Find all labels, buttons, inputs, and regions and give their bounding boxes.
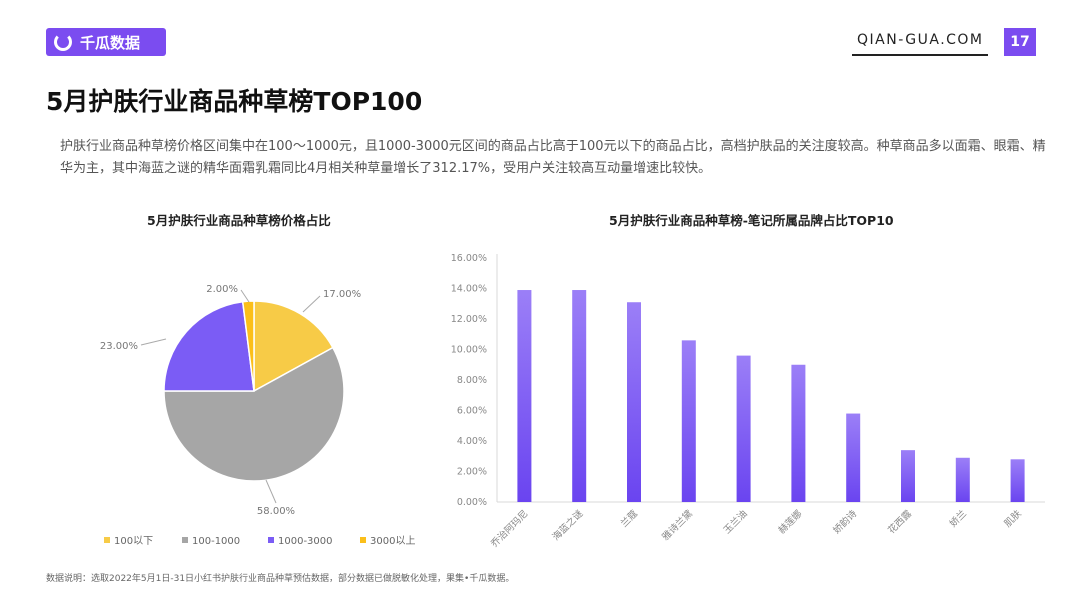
pie-slice [163,346,345,482]
pie-leader-line [140,338,167,346]
pie-leader-line [240,289,250,303]
pie-leader-line [302,295,321,313]
bar [572,290,587,502]
y-tick-label: 10.00% [451,345,487,356]
x-tick-label: 花西露 [885,507,914,536]
y-tick-label: 12.00% [451,314,487,325]
legend-label: 1000-3000 [278,536,333,547]
pie-chart-title: 5月护肤行业商品种草榜价格占比 [147,213,331,228]
data-footnote: 数据说明：选取2022年5月1日-31日小红书护肤行业商品种草预估数据，部分数据… [46,574,515,584]
legend-swatch [360,537,366,543]
x-tick-label: 赫莲娜 [776,507,805,536]
description-text: 护肤行业商品种草榜价格区间集中在100～1000元，且1000-3000元区间的… [60,139,1046,176]
bar [681,340,696,502]
legend-swatch [268,537,274,543]
x-tick-label: 雅诗兰黛 [660,507,696,543]
pie-data-label: 2.00% [206,284,238,295]
x-tick-label: 玉兰油 [721,508,750,537]
pie-data-label: 23.00% [100,341,138,352]
x-tick-label: 娇兰 [947,508,969,530]
y-tick-label: 4.00% [457,436,487,447]
pie-leader-line [265,479,277,504]
x-tick-label: 乔治阿玛尼 [488,508,530,550]
brand-logo: 千瓜数据 [46,28,166,56]
bar [901,450,915,502]
site-url: QIAN-GUA.COM [857,32,984,48]
pie-data-label: 17.00% [323,289,361,300]
logo-text: 千瓜数据 [80,33,141,52]
bar [1010,459,1025,502]
legend-label: 100以下 [114,536,153,547]
bar [791,364,806,502]
bar [736,355,751,502]
x-tick-label: 兰蔻 [618,507,640,529]
site-underline [852,54,988,56]
legend-label: 100-1000 [192,536,240,547]
x-tick-label: 海蓝之谜 [550,507,586,543]
pie-slice [163,300,255,392]
bar [846,413,861,502]
page-title: 5月护肤行业商品种草榜TOP100 [46,87,423,116]
legend-swatch [104,537,110,543]
x-tick-label: 娇韵诗 [831,507,860,536]
y-tick-label: 6.00% [457,406,487,417]
bar [517,290,532,502]
pie-slice [253,300,334,393]
y-tick-label: 14.00% [451,284,487,295]
bar [627,302,641,502]
y-tick-label: 2.00% [457,467,487,478]
y-tick-label: 16.00% [451,253,487,264]
pie-data-label: 58.00% [257,506,295,517]
bar [955,457,970,502]
y-tick-label: 0.00% [457,497,487,508]
legend-swatch [182,537,188,543]
x-tick-label: 肌肤 [1002,507,1024,529]
bar-chart-title: 5月护肤行业商品种草榜-笔记所属品牌占比TOP10 [609,213,894,228]
y-tick-label: 8.00% [457,375,487,386]
legend-label: 3000以上 [370,535,415,547]
logo-icon [54,33,72,51]
page-number: 17 [1004,28,1036,56]
